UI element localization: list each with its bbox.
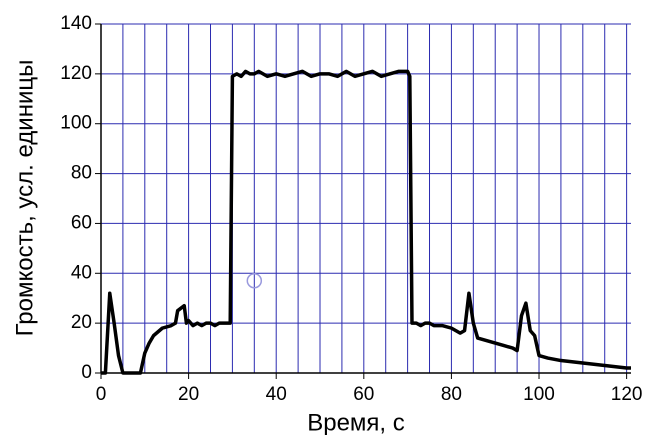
y-axis-label: Громкость, усл. единицы xyxy=(11,60,38,337)
x-tick-label: 100 xyxy=(523,384,555,405)
y-tick-label: 80 xyxy=(71,163,92,184)
x-tick-label: 80 xyxy=(441,384,462,405)
y-tick-label: 60 xyxy=(71,212,92,233)
y-tick-label: 20 xyxy=(71,312,92,333)
y-tick-label: 140 xyxy=(60,13,92,34)
marker xyxy=(246,273,263,289)
x-tick-label: 120 xyxy=(611,384,643,405)
x-tick-label: 60 xyxy=(353,384,374,405)
line xyxy=(101,69,631,375)
y-tick-label: 100 xyxy=(60,113,92,134)
y-tick-label: 0 xyxy=(81,362,92,383)
y-tick-label: 120 xyxy=(60,63,92,84)
x-tick-label: 20 xyxy=(178,384,199,405)
y-tick-label: 40 xyxy=(71,262,92,283)
x-tick-label: 40 xyxy=(266,384,287,405)
x-axis-label: Время, с xyxy=(307,409,405,435)
x-tick-label: 0 xyxy=(96,384,107,405)
